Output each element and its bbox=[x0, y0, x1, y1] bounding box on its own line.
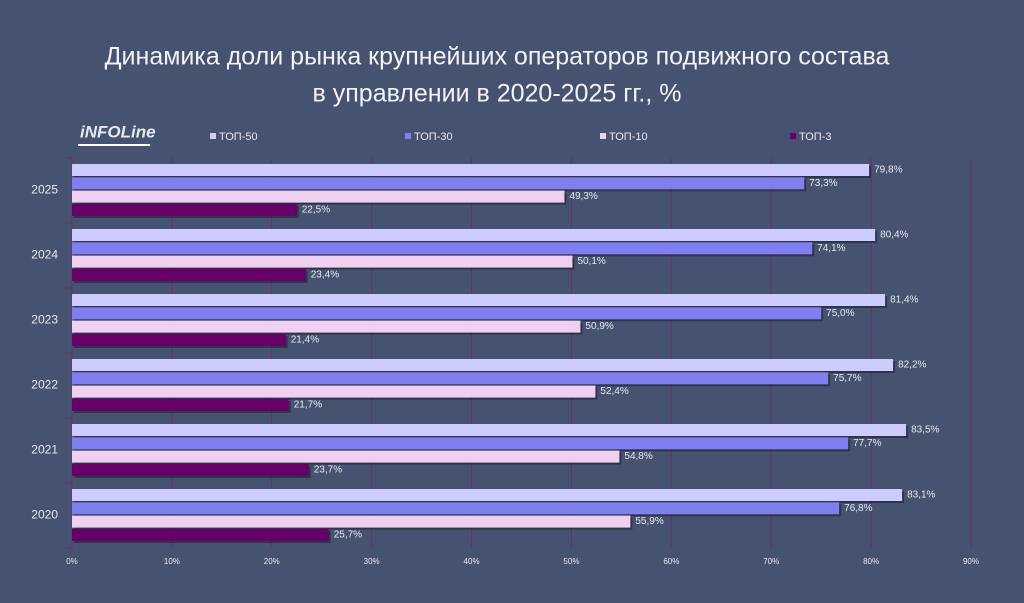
value-label: 83,1% bbox=[907, 490, 935, 501]
legend-swatch bbox=[790, 133, 796, 139]
value-label: 82,2% bbox=[898, 360, 926, 371]
bar bbox=[72, 385, 596, 398]
value-label: 23,4% bbox=[311, 270, 339, 281]
y-tick-label: 2023 bbox=[31, 313, 58, 327]
value-label: 21,4% bbox=[291, 335, 319, 346]
value-label: 74,1% bbox=[817, 243, 845, 254]
bar bbox=[72, 268, 306, 281]
value-label: 75,7% bbox=[833, 373, 861, 384]
x-tick-label: 30% bbox=[364, 557, 380, 566]
value-label: 55,9% bbox=[635, 516, 663, 527]
x-tick-label: 90% bbox=[963, 557, 979, 566]
x-tick-label: 70% bbox=[763, 557, 779, 566]
bar bbox=[72, 229, 876, 241]
bar bbox=[72, 320, 581, 333]
value-label: 21,7% bbox=[294, 400, 322, 411]
x-tick-label: 20% bbox=[264, 557, 280, 566]
logo: iNFOLine bbox=[80, 122, 156, 141]
value-label: 79,8% bbox=[874, 165, 902, 176]
y-tick-label: 2022 bbox=[31, 378, 58, 392]
legend-label: ТОП-10 bbox=[609, 131, 648, 143]
y-tick-label: 2020 bbox=[31, 508, 58, 522]
y-tick-label: 2025 bbox=[31, 183, 58, 197]
value-label: 54,8% bbox=[624, 451, 652, 462]
bar bbox=[72, 489, 903, 501]
bar bbox=[72, 359, 894, 371]
x-tick-label: 50% bbox=[563, 557, 579, 566]
chart-title: Динамика доли рынка крупнейших операторо… bbox=[105, 43, 890, 71]
bar bbox=[72, 515, 631, 528]
bar bbox=[72, 502, 840, 515]
value-label: 77,7% bbox=[853, 438, 881, 449]
value-label: 83,5% bbox=[911, 425, 939, 436]
value-label: 23,7% bbox=[314, 465, 342, 476]
value-label: 50,1% bbox=[577, 256, 605, 267]
bar bbox=[72, 177, 805, 190]
value-label: 80,4% bbox=[880, 230, 908, 241]
y-tick-label: 2024 bbox=[31, 248, 58, 262]
legend-label: ТОП-30 bbox=[414, 131, 453, 143]
bar bbox=[72, 307, 822, 320]
value-label: 49,3% bbox=[569, 191, 597, 202]
legend-swatch bbox=[405, 133, 411, 139]
value-label: 22,5% bbox=[302, 205, 330, 216]
value-label: 25,7% bbox=[334, 530, 362, 541]
y-tick-label: 2021 bbox=[31, 443, 58, 457]
bar bbox=[72, 450, 620, 463]
chart-title: в управлении в 2020-2025 гг., % bbox=[313, 80, 682, 108]
x-tick-label: 10% bbox=[164, 557, 180, 566]
legend-label: ТОП-50 bbox=[219, 131, 258, 143]
value-label: 50,9% bbox=[585, 321, 613, 332]
value-label: 81,4% bbox=[890, 295, 918, 306]
bar bbox=[72, 398, 289, 411]
bar bbox=[72, 164, 870, 176]
bar bbox=[72, 203, 297, 216]
bar bbox=[72, 463, 309, 476]
bar bbox=[72, 372, 829, 385]
x-tick-label: 60% bbox=[663, 557, 679, 566]
bar bbox=[72, 242, 813, 255]
value-label: 75,0% bbox=[826, 308, 854, 319]
bar bbox=[72, 294, 886, 306]
bar bbox=[72, 255, 573, 268]
value-label: 76,8% bbox=[844, 503, 872, 514]
x-tick-label: 80% bbox=[863, 557, 879, 566]
value-label: 73,3% bbox=[809, 178, 837, 189]
value-label: 52,4% bbox=[600, 386, 628, 397]
bar bbox=[72, 437, 849, 450]
legend-label: ТОП-3 bbox=[799, 131, 831, 143]
bar bbox=[72, 190, 565, 203]
bar bbox=[72, 333, 286, 346]
legend-swatch bbox=[600, 133, 606, 139]
legend-swatch bbox=[210, 133, 216, 139]
bar bbox=[72, 424, 907, 436]
x-tick-label: 40% bbox=[464, 557, 480, 566]
bar bbox=[72, 528, 329, 541]
x-tick-label: 0% bbox=[66, 557, 78, 566]
